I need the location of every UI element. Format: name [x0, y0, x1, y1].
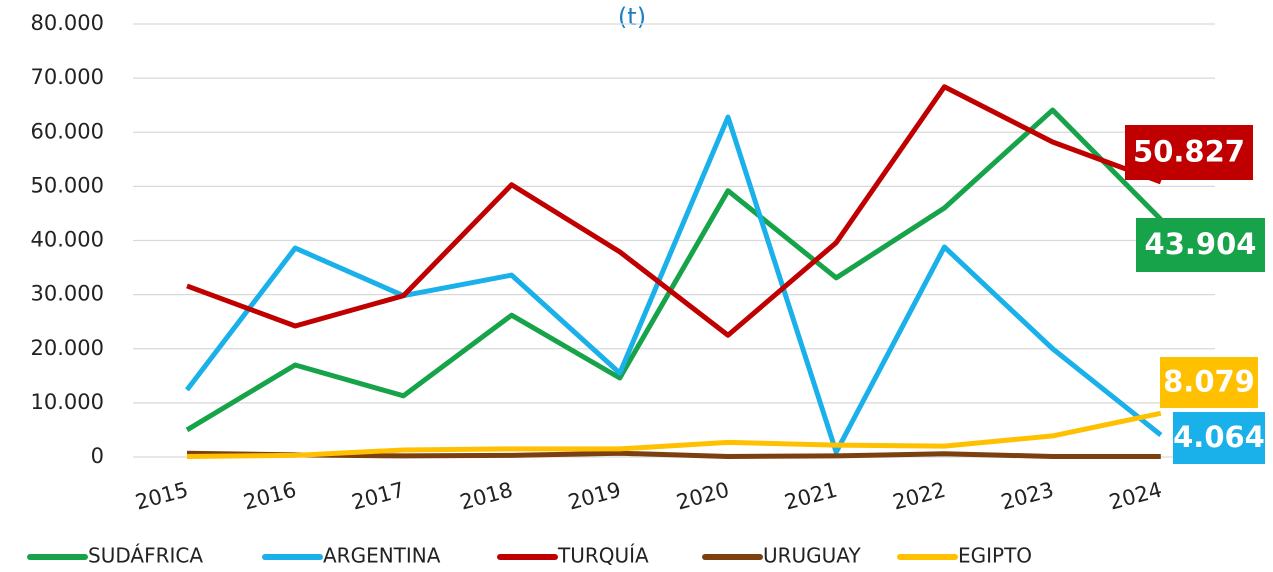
legend-label: EGIPTO: [958, 544, 1032, 568]
value-label-box: [1125, 125, 1253, 180]
y-tick-label: 60.000: [31, 119, 104, 143]
value-label: 4.064: [1173, 420, 1265, 454]
value-label: 8.079: [1163, 365, 1255, 399]
legend-label: ARGENTINA: [323, 544, 441, 568]
series-line: [186, 84, 1162, 338]
value-label-box: [1173, 412, 1265, 464]
y-tick-label: 0: [91, 444, 104, 468]
x-tick-label: 2015: [133, 478, 191, 515]
y-tick-label: 70.000: [31, 65, 104, 89]
x-tick-label: 2024: [1107, 478, 1165, 515]
value-label-box: [1160, 357, 1258, 408]
value-label: 43.904: [1145, 227, 1257, 261]
legend-label: URUGUAY: [763, 544, 861, 568]
x-tick-label: 2019: [566, 478, 624, 515]
x-tick-label: 2017: [349, 478, 407, 515]
x-tick-label: 2016: [241, 478, 299, 515]
y-tick-label: 50.000: [31, 173, 104, 197]
series-line: [185, 114, 1163, 455]
series-line: [185, 107, 1163, 433]
y-tick-label: 20.000: [31, 336, 104, 360]
y-tick-label: 10.000: [31, 390, 104, 414]
value-label-box: [1136, 218, 1265, 272]
series-line: [186, 450, 1161, 459]
y-tick-label: 40.000: [31, 228, 104, 252]
y-tick-label: 30.000: [31, 282, 104, 306]
x-tick-label: 2018: [457, 478, 515, 515]
value-label: 50.827: [1133, 135, 1245, 169]
x-tick-label: 2020: [674, 478, 732, 515]
x-tick-label: 2023: [998, 478, 1056, 515]
legend-label: SUDÁFRICA: [88, 544, 203, 568]
x-tick-label: 2022: [890, 478, 948, 515]
y-tick-label: 80.000: [31, 11, 104, 35]
series-line: [186, 410, 1162, 459]
chart-title: (t): [618, 3, 646, 31]
legend-label: TURQUÍA: [557, 544, 649, 568]
x-tick-label: 2021: [782, 478, 840, 515]
